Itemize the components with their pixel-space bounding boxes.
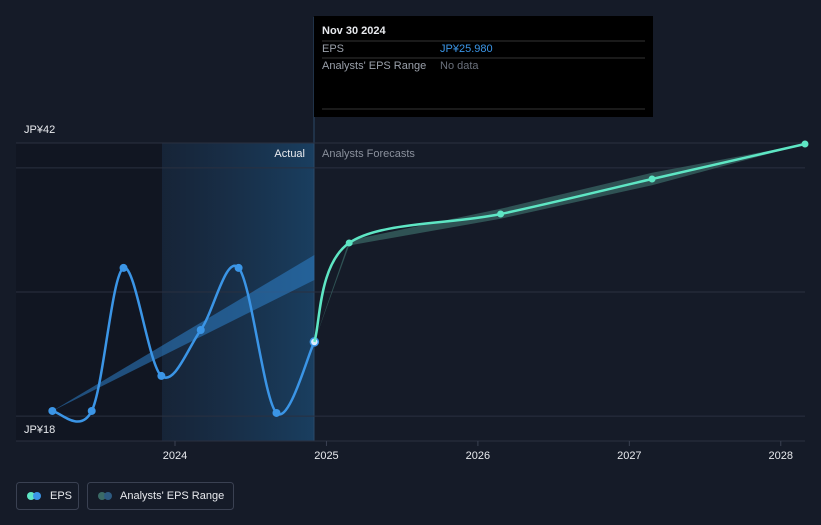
legend: EPS Analysts' EPS Range (16, 482, 234, 510)
data-point (157, 371, 166, 380)
data-point (345, 239, 353, 247)
legend-item[interactable] (87, 482, 234, 510)
data-point (497, 210, 505, 218)
tooltip: Nov 30 2024 EPS JP¥25.980 Analysts' EPS … (314, 16, 653, 117)
tooltip-date: Nov 30 2024 (322, 25, 386, 37)
legend-icon (33, 492, 41, 500)
data-point (648, 175, 656, 183)
eps-line (313, 142, 806, 343)
legend-icon (104, 492, 112, 500)
data-point (119, 263, 128, 272)
range-band (314, 143, 805, 342)
x-tick-label: 2026 (466, 450, 490, 462)
data-point (272, 408, 281, 417)
tooltip-box (314, 16, 653, 117)
range-band (52, 254, 315, 411)
region-label: Analysts Forecasts (322, 148, 415, 160)
tooltip-label: EPS (322, 43, 344, 55)
y-tick-label: JP¥42 (24, 124, 55, 136)
data-point (234, 263, 243, 272)
data-point (87, 406, 96, 415)
region-label: Actual (274, 148, 305, 160)
x-tick-label: 2028 (769, 450, 793, 462)
data-point (196, 325, 205, 334)
tooltip-value: JP¥25.980 (440, 43, 493, 55)
x-tick-label: 2025 (314, 450, 338, 462)
eps-line (52, 264, 316, 423)
legend-label: EPS (50, 490, 72, 502)
legend-icon (98, 492, 106, 500)
x-tick-label: 2024 (163, 450, 187, 462)
x-tick-label: 2027 (617, 450, 641, 462)
data-point (801, 140, 809, 148)
tooltip-label: Analysts' EPS Range (322, 60, 426, 72)
legend-item[interactable] (16, 482, 79, 510)
tooltip-value: No data (440, 60, 479, 72)
legend-label: Analysts' EPS Range (120, 490, 224, 502)
legend-icon (27, 492, 35, 500)
data-point (48, 406, 57, 415)
y-tick-label: JP¥18 (24, 424, 55, 436)
